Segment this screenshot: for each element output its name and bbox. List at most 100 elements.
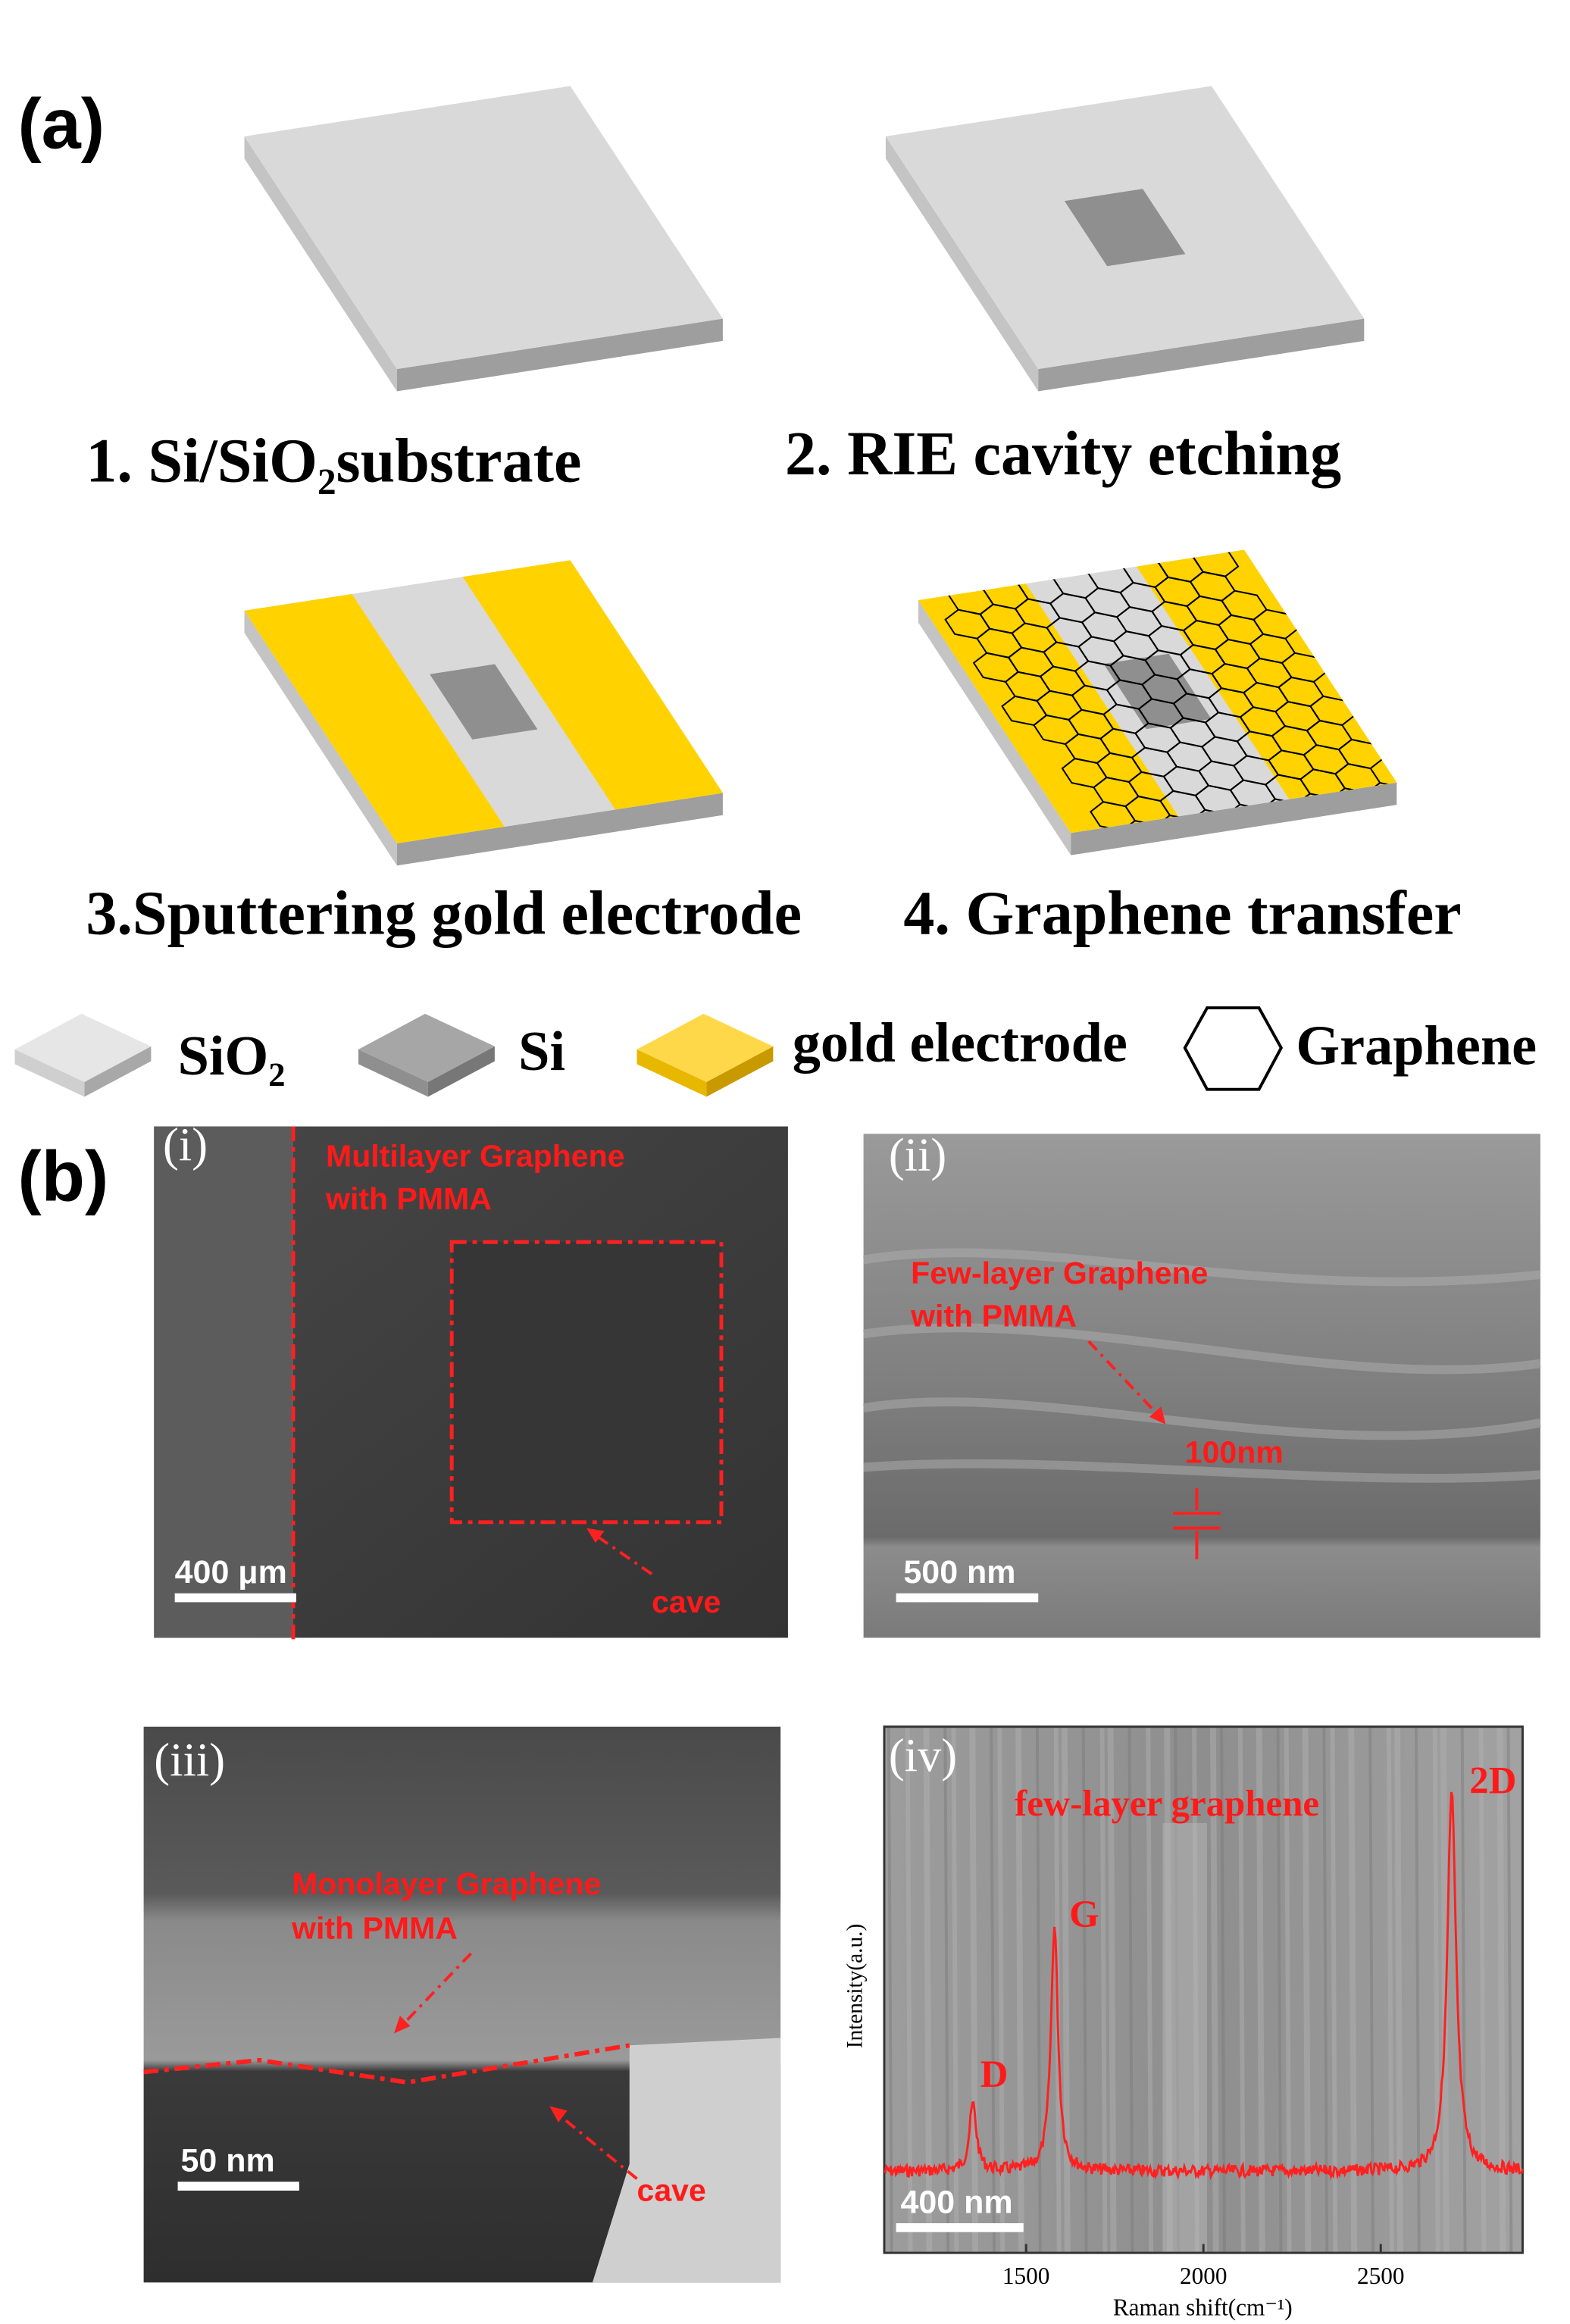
peak-label: G <box>1069 1893 1099 1935</box>
graphene-hexagon <box>1290 815 1343 849</box>
annotation: cave <box>637 2173 706 2208</box>
annotation: Multilayer Graphene <box>326 1138 624 1173</box>
sem-image-iv: (iv) few-layer graphene 400 nm Raman shi… <box>843 1725 1524 2320</box>
sem-streak <box>1284 1726 1292 2254</box>
sem-streak <box>1497 1726 1506 2254</box>
sem-feature <box>1162 1822 1208 2254</box>
scale-bar-label: 50 nm <box>180 2143 274 2179</box>
sem-streak <box>1394 1726 1403 2254</box>
slab-top <box>244 86 723 370</box>
sem-streak <box>1127 1726 1134 2254</box>
slab-side <box>427 1046 495 1097</box>
x-tick-label: 1500 <box>1002 2263 1050 2289</box>
slab-side <box>14 1049 85 1097</box>
step-label: 3.Sputtering gold electrode <box>86 878 802 947</box>
sem-streak <box>943 1726 950 2254</box>
gold-electrode <box>1137 549 1397 799</box>
sem-image-ii: (ii) Few-layer Graphene with PMMA 100nm … <box>862 1128 1541 1638</box>
schematics <box>14 86 1431 1097</box>
graphene-hexagon <box>1115 843 1168 877</box>
panel-label: (b) <box>17 1136 108 1215</box>
slab-side <box>244 610 397 866</box>
x-tick-label: 2000 <box>1180 2263 1228 2289</box>
legend-label: Si <box>518 1021 565 1083</box>
peak-label: 2D <box>1469 1759 1516 1802</box>
graphene-hexagon <box>1254 821 1308 855</box>
sem-streak <box>1061 1726 1071 2254</box>
sem-streak <box>1302 1726 1312 2254</box>
graphene-hexagon <box>1149 837 1203 871</box>
sem-streak <box>1432 1726 1440 2254</box>
sem-streak <box>1478 1726 1487 2254</box>
slab-top <box>14 1013 152 1082</box>
sem-streak <box>1035 1726 1042 2254</box>
scale-bar-label: 500 nm <box>903 1554 1015 1591</box>
graphene-hexagon <box>1324 810 1378 844</box>
slab-side <box>396 318 723 392</box>
slab-side <box>244 136 397 392</box>
step-label: 1. Si/SiO₂substrate <box>86 427 581 496</box>
annotation: with PMMA <box>910 1299 1077 1334</box>
slab-side <box>358 1049 428 1097</box>
image-label: (i) <box>163 1118 208 1171</box>
annotation: few-layer graphene <box>1015 1782 1319 1824</box>
annotation: Few-layer Graphene <box>911 1256 1208 1290</box>
slab-side <box>918 600 1071 855</box>
slab-side <box>636 1049 707 1097</box>
slab-top <box>636 1013 774 1082</box>
slab-side <box>396 793 723 866</box>
sem-streak <box>1387 1726 1394 2254</box>
annotation: cave <box>652 1584 721 1619</box>
annotation: 100nm <box>1185 1435 1284 1470</box>
raman-spectrum <box>884 1791 1524 2181</box>
gold-electrode <box>918 583 1179 834</box>
image-label: (iv) <box>889 1728 957 1781</box>
x-axis-label: Raman shift(cm⁻¹) <box>1113 2294 1293 2320</box>
sem-streak <box>1348 1726 1358 2254</box>
sem-streak <box>1107 1726 1117 2254</box>
graphene-hexagon <box>1184 831 1238 865</box>
sem-streak <box>1330 1726 1338 2254</box>
gold-electrode <box>244 593 505 843</box>
cavity <box>430 664 538 740</box>
sem-streak <box>1322 1726 1329 2254</box>
sem-image-iii: (iii) Monolayer Graphene with PMMA cave … <box>143 1726 781 2283</box>
step-label: 4. Graphene transfer <box>903 878 1461 947</box>
slab-side <box>84 1046 152 1097</box>
slab-side <box>885 136 1039 392</box>
sem-streak <box>1368 1726 1375 2254</box>
annotation: with PMMA <box>325 1181 492 1216</box>
sem-streak <box>1440 1726 1450 2254</box>
y-axis-label: Intensity(a.u.) <box>843 1924 868 2049</box>
sem-streak <box>1460 1726 1467 2254</box>
gold-electrode <box>462 560 723 810</box>
sem-image-i: (i) Multilayer Graphene with PMMA cave 4… <box>154 1118 788 1646</box>
panel-label: (a) <box>17 84 105 164</box>
slab-side <box>706 1046 774 1097</box>
annotation: Monolayer Graphene <box>292 1866 601 1901</box>
cavity <box>1103 653 1212 730</box>
sem-streak <box>951 1726 959 2254</box>
sem-streak <box>1210 1726 1219 2254</box>
sem-streak <box>1506 1726 1513 2254</box>
slab-side <box>1038 318 1365 392</box>
legend-label: Graphene <box>1296 1015 1537 1077</box>
sem-streak <box>905 1726 913 2254</box>
slab-top <box>358 1013 495 1082</box>
legend-label: SiO₂ <box>178 1025 286 1087</box>
cavity <box>1064 189 1186 267</box>
sem-streak <box>969 1726 979 2254</box>
graphene-hexagon <box>1219 826 1273 860</box>
legend-hexagon <box>1183 1006 1284 1091</box>
scale-bar-label: 400 μm <box>175 1554 287 1591</box>
scale-bar-label: 400 nm <box>900 2184 1012 2220</box>
legend-label: gold electrode <box>793 1012 1127 1074</box>
image-label: (ii) <box>889 1128 946 1181</box>
sem-streak <box>887 1726 893 2254</box>
annotation: with PMMA <box>291 1910 458 1945</box>
slab-side <box>1071 782 1397 855</box>
image-label: (iii) <box>154 1733 225 1786</box>
graphene-hexagon <box>1359 805 1413 839</box>
x-tick-label: 2500 <box>1357 2263 1405 2289</box>
